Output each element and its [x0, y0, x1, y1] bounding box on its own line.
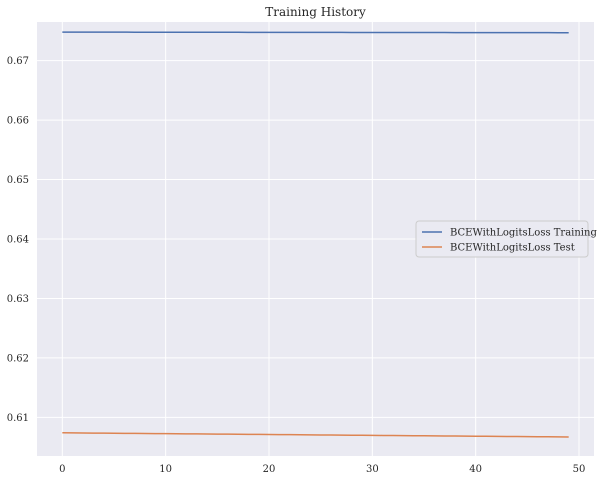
y-tick-label: 0.63 — [7, 294, 29, 305]
y-tick-label: 0.61 — [7, 413, 29, 424]
series-lines — [62, 31, 569, 438]
y-axis: 0.61 0.62 0.63 0.64 0.65 0.66 0.67 — [7, 56, 29, 424]
legend-box — [415, 220, 589, 258]
x-axis: 0 10 20 30 40 50 — [59, 464, 585, 475]
chart-title: Training History — [265, 5, 366, 19]
x-tick-label: 50 — [573, 464, 586, 475]
series-line-1 — [62, 432, 569, 438]
x-tick-label: 30 — [366, 464, 379, 475]
legend: BCEWithLogitsLoss Training BCEWithLogitsL… — [415, 220, 597, 258]
y-tick-label: 0.67 — [7, 56, 29, 67]
y-tick-label: 0.62 — [7, 353, 29, 364]
x-tick-label: 20 — [263, 464, 276, 475]
y-tick-label: 0.65 — [7, 175, 29, 186]
x-tick-label: 10 — [159, 464, 172, 475]
x-tick-label: 0 — [59, 464, 65, 475]
legend-label-1: BCEWithLogitsLoss Test — [450, 243, 575, 254]
y-tick-label: 0.64 — [7, 235, 29, 246]
legend-label-0: BCEWithLogitsLoss Training — [450, 228, 597, 239]
y-tick-label: 0.66 — [7, 116, 29, 127]
x-tick-label: 40 — [469, 464, 482, 475]
series-line-0 — [62, 31, 569, 34]
